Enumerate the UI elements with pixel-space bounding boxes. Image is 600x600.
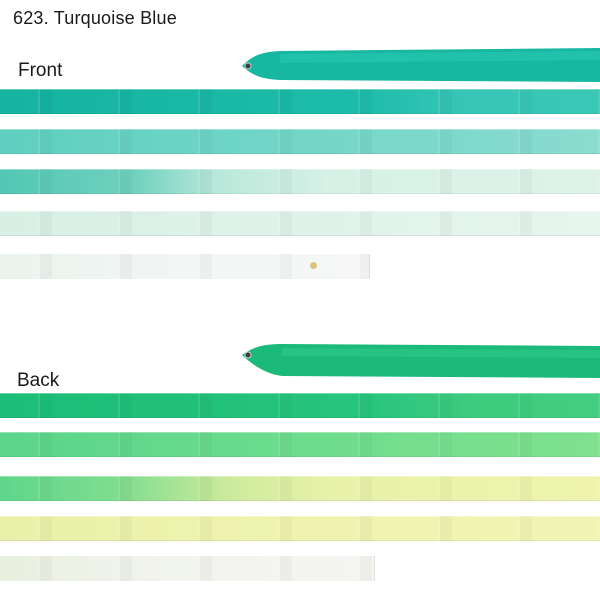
front-ribbon-strip-2 — [0, 129, 600, 154]
front-ribbon-strip-1 — [0, 89, 600, 114]
brand-logo-mark — [310, 262, 317, 269]
front-ribbon-head — [242, 48, 600, 82]
front-ribbon-strip-5 — [0, 254, 370, 279]
back-ribbon-strip-1 — [0, 393, 600, 418]
back-label: Back — [17, 370, 60, 391]
front-label: Front — [18, 60, 63, 81]
back-ribbon-strip-5 — [0, 556, 375, 581]
back-ribbon-strip-3 — [0, 476, 600, 501]
back-ribbon-strip-2 — [0, 432, 600, 457]
back-ribbon-head — [242, 344, 600, 378]
front-ribbon-strip-3 — [0, 169, 600, 194]
back-ribbon-strip-4 — [0, 516, 600, 541]
page-title: 623. Turquoise Blue — [13, 8, 177, 28]
front-ribbon-strip-4 — [0, 211, 600, 236]
